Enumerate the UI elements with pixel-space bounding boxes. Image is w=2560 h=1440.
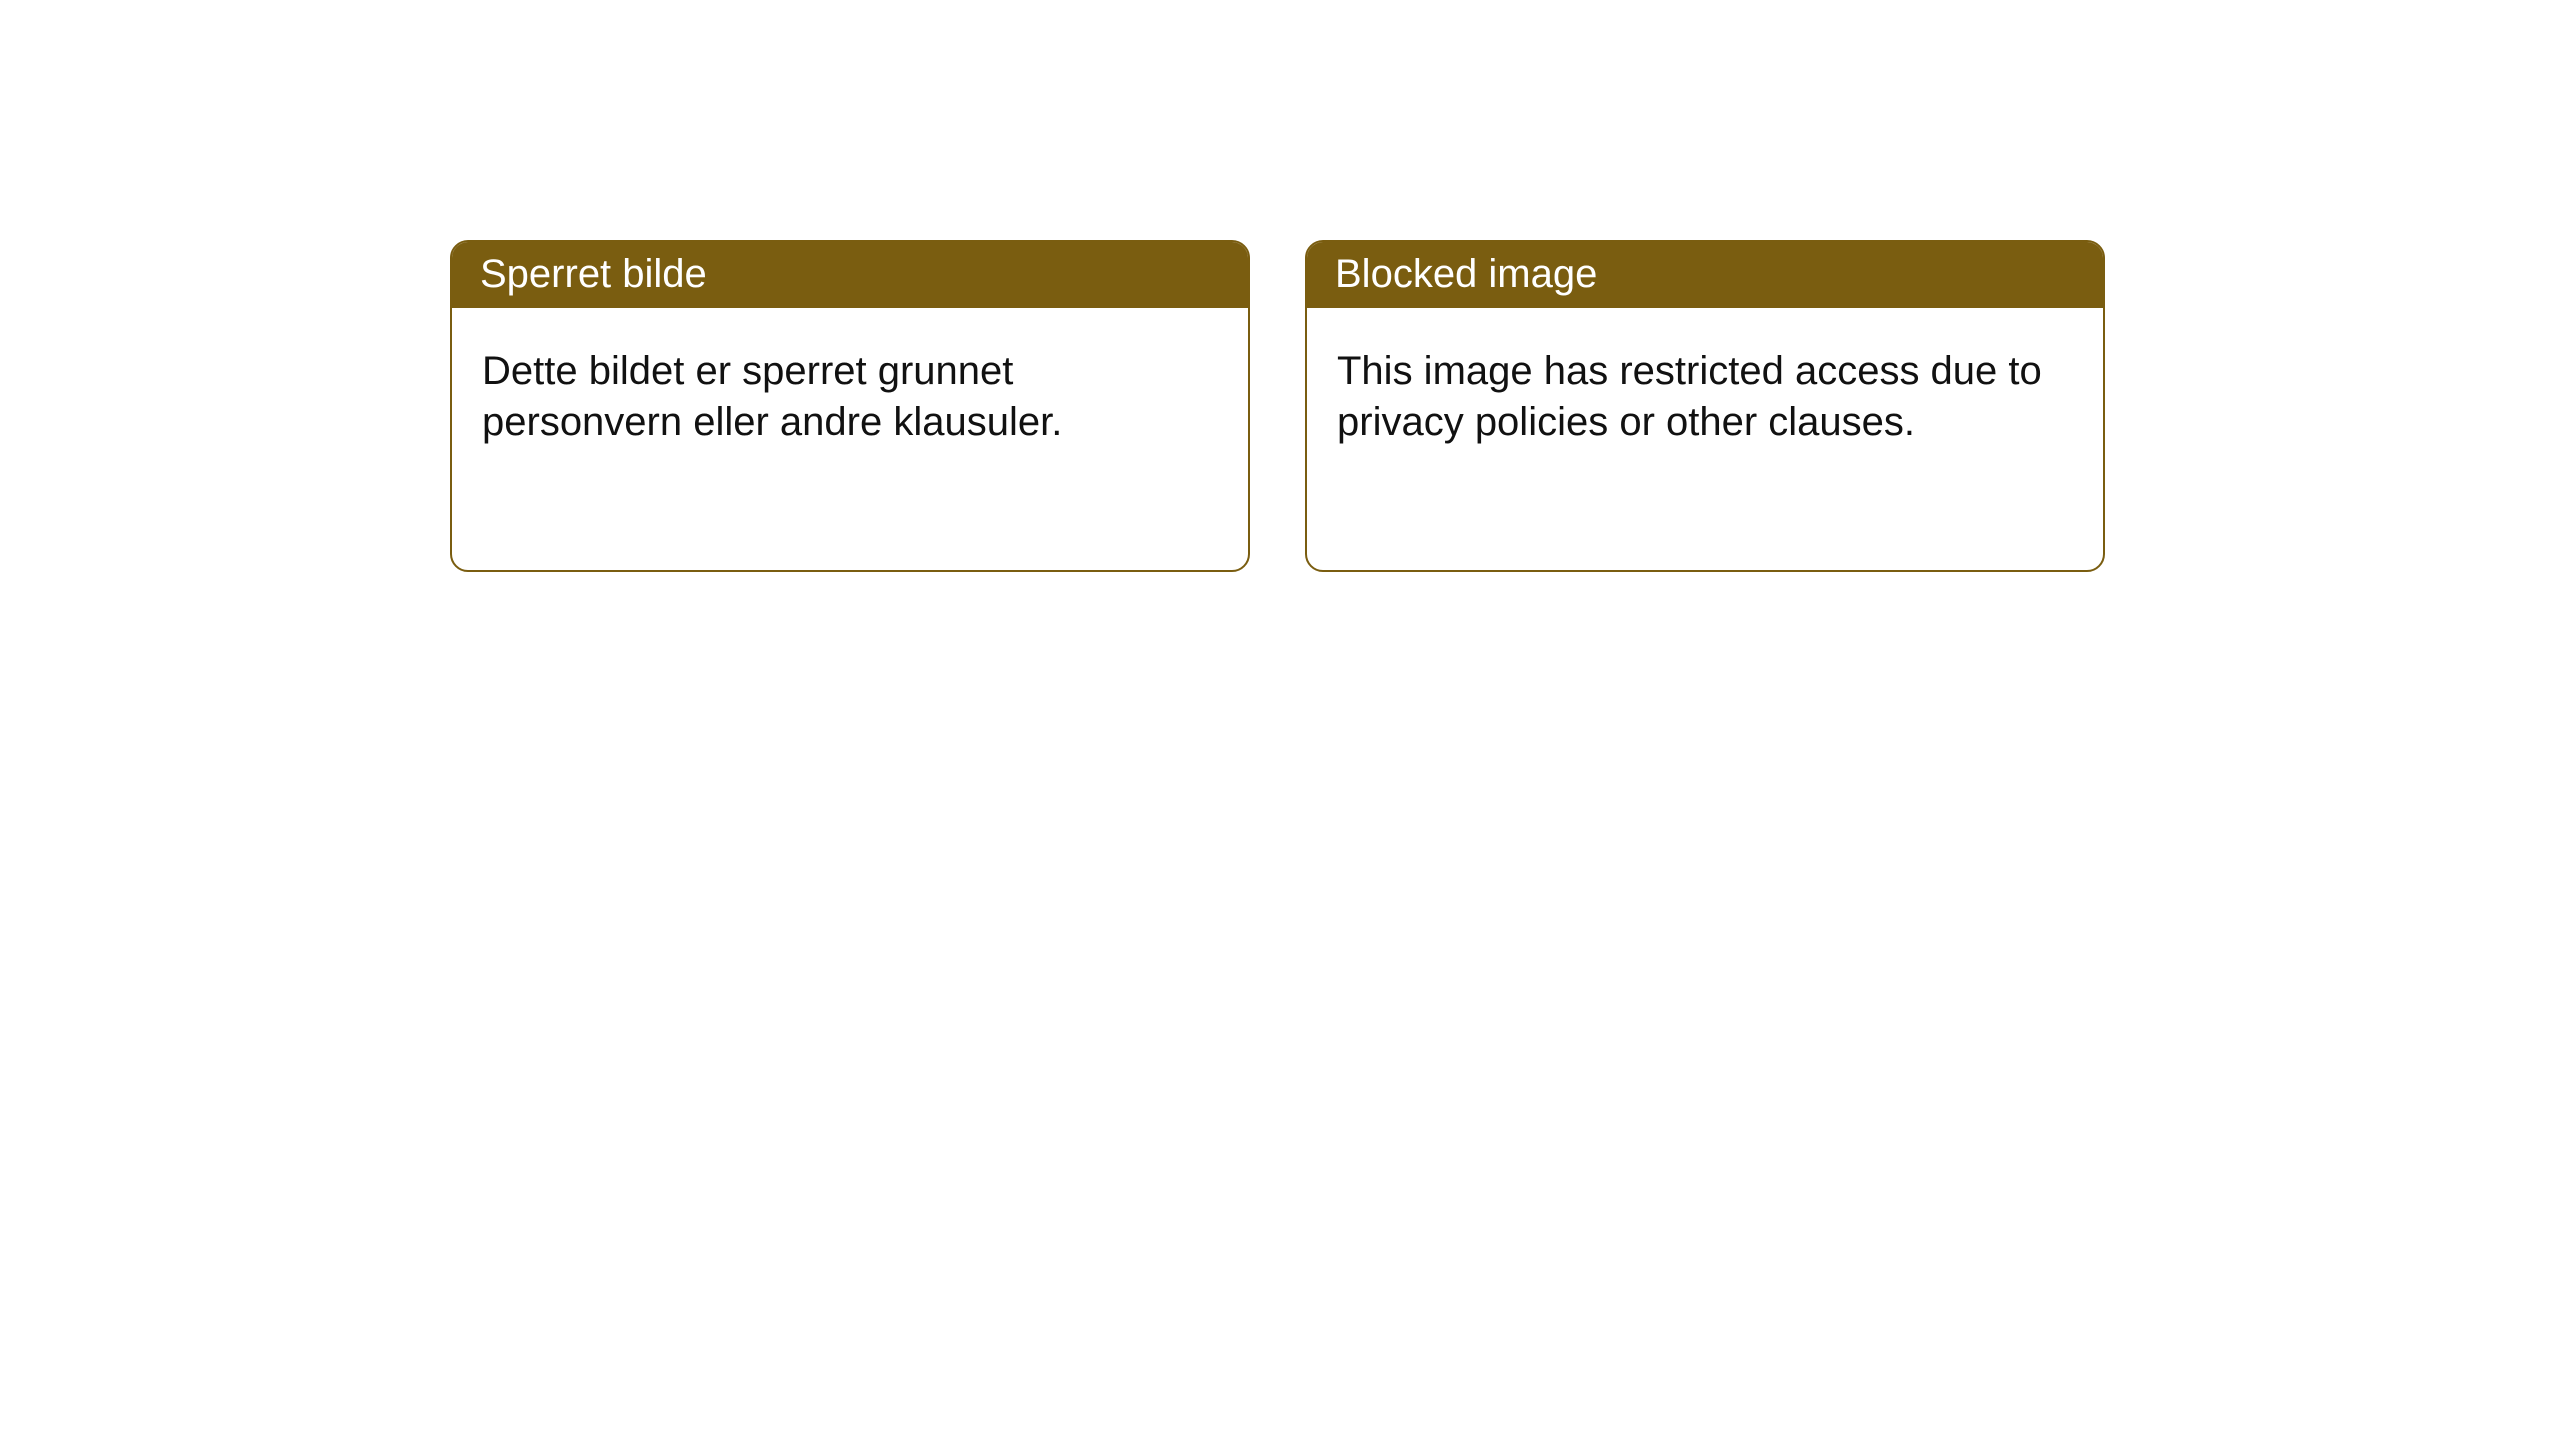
notice-container: Sperret bilde Dette bildet er sperret gr… xyxy=(450,240,2105,572)
notice-card-english: Blocked image This image has restricted … xyxy=(1305,240,2105,572)
notice-card-norwegian: Sperret bilde Dette bildet er sperret gr… xyxy=(450,240,1250,572)
notice-title: Blocked image xyxy=(1307,242,2103,308)
notice-title: Sperret bilde xyxy=(452,242,1248,308)
notice-body: This image has restricted access due to … xyxy=(1307,308,2103,478)
notice-body: Dette bildet er sperret grunnet personve… xyxy=(452,308,1248,478)
